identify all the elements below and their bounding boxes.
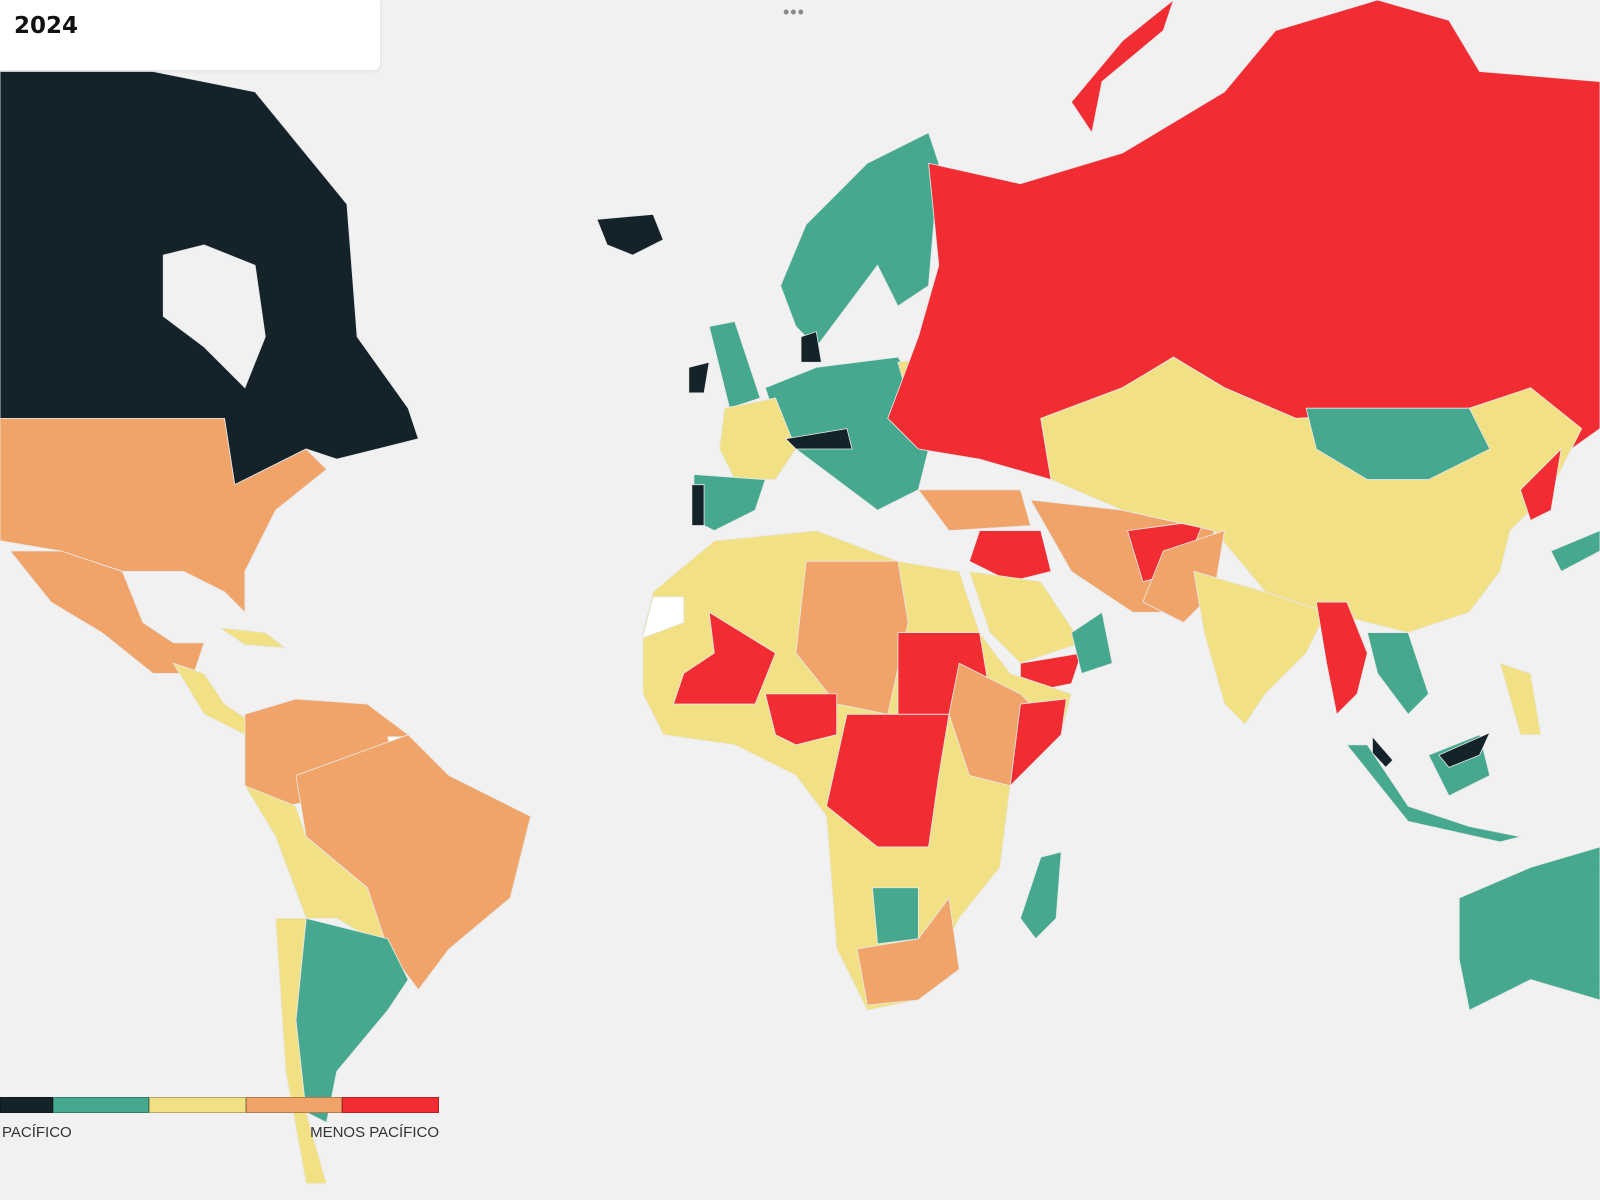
country-france[interactable] — [718, 397, 797, 480]
country-japan[interactable] — [1550, 530, 1600, 572]
country-uk[interactable] — [708, 320, 761, 409]
hudson-bay — [162, 244, 266, 389]
russia-arctic-islands[interactable] — [1070, 0, 1174, 134]
country-south-africa[interactable] — [856, 896, 960, 1006]
legend-low-label: PACÍFICO — [2, 1124, 72, 1141]
country-mexico[interactable] — [9, 550, 205, 674]
country-malaysia-peninsula[interactable] — [1372, 735, 1394, 768]
country-india[interactable] — [1193, 570, 1328, 726]
asia — [1040, 356, 1600, 843]
north-america — [0, 71, 419, 736]
country-malaysia[interactable] — [1438, 731, 1491, 768]
ellipsis-icon[interactable]: ••• — [783, 2, 805, 22]
country-austria-switzerland[interactable] — [784, 428, 853, 450]
country-philippines[interactable] — [1499, 662, 1542, 736]
country-turkey[interactable] — [917, 489, 1032, 532]
legend: PACÍFICO MENOS PACÍFICO — [0, 1097, 440, 1147]
country-spain[interactable] — [693, 474, 766, 532]
country-western-sahara[interactable] — [642, 596, 685, 639]
legend-swatch-3 — [149, 1097, 246, 1113]
legend-swatch-5 — [342, 1097, 439, 1113]
legend-color-bar — [0, 1097, 439, 1113]
country-madagascar[interactable] — [1019, 851, 1062, 940]
country-saudi-arabia[interactable] — [968, 570, 1083, 664]
country-syria-iraq[interactable] — [968, 530, 1052, 583]
south-america — [243, 698, 532, 1185]
country-scandinavia[interactable] — [780, 132, 940, 348]
legend-high-label: MENOS PACÍFICO — [310, 1124, 439, 1141]
country-ireland[interactable] — [688, 361, 710, 394]
country-oman[interactable] — [1070, 611, 1113, 674]
country-portugal[interactable] — [691, 484, 705, 526]
legend-swatch-1 — [0, 1097, 53, 1113]
year-label: 2024 — [14, 13, 79, 39]
country-iceland[interactable] — [596, 213, 664, 256]
legend-swatch-4 — [246, 1097, 342, 1113]
country-mongolia[interactable] — [1305, 407, 1491, 480]
caribbean[interactable] — [219, 627, 288, 649]
legend-swatch-2 — [53, 1097, 149, 1113]
country-north-korea[interactable] — [1519, 447, 1562, 521]
country-nigeria[interactable] — [764, 693, 838, 746]
africa — [642, 530, 1072, 1011]
country-argentina[interactable] — [295, 917, 409, 1124]
country-australia[interactable] — [1458, 846, 1600, 1011]
country-denmark[interactable] — [800, 331, 822, 363]
country-myanmar[interactable] — [1315, 601, 1368, 716]
country-vietnam-laos[interactable] — [1366, 632, 1430, 715]
central-america[interactable] — [172, 662, 256, 736]
country-botswana[interactable] — [872, 887, 919, 945]
year-panel: 2024 — [0, 0, 380, 70]
country-somalia[interactable] — [1009, 698, 1067, 787]
country-mali[interactable] — [672, 611, 777, 705]
country-chile[interactable] — [275, 917, 328, 1185]
